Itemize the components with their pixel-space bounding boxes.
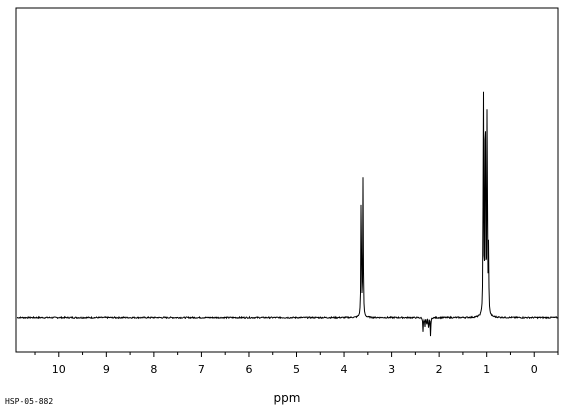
x-tick-label-5: 5 [293,363,300,376]
spectrum-id-caption: HSP-05-882 [5,397,53,406]
plot-frame [15,7,559,353]
x-tick-label-0: 0 [531,363,538,376]
x-tick-label-8: 8 [150,363,157,376]
x-tick-label-10: 10 [52,363,66,376]
x-tick-label-4: 4 [341,363,348,376]
x-tick-label-9: 9 [103,363,110,376]
x-axis-label: ppm [274,391,301,405]
x-tick-label-7: 7 [198,363,205,376]
spectrum-trace [16,91,558,337]
x-tick-label-3: 3 [388,363,395,376]
x-tick-label-2: 2 [436,363,443,376]
x-tick-label-6: 6 [245,363,252,376]
x-axis-ticks: 10 9 8 7 6 5 4 3 2 1 0 [34,352,559,376]
x-tick-label-1: 1 [483,363,490,376]
